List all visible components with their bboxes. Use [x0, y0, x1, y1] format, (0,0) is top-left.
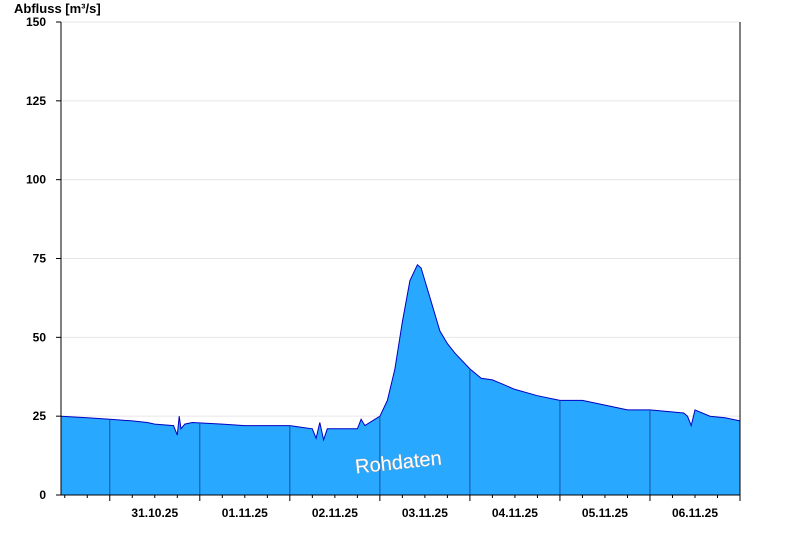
day-markers — [109, 368, 651, 495]
x-tick-label: 05.11.25 — [582, 506, 628, 520]
x-tick-label: 31.10.25 — [131, 506, 178, 520]
axes — [56, 21, 741, 501]
x-tick-label: 01.11.25 — [222, 506, 268, 520]
x-tick-label: 02.11.25 — [312, 506, 358, 520]
plot-area — [60, 263, 741, 495]
x-tick-label: 04.11.25 — [492, 506, 538, 520]
y-tick-label: 75 — [33, 252, 47, 266]
y-tick-label: 100 — [26, 173, 46, 187]
y-tick-label: 125 — [26, 94, 46, 108]
x-tick-label: 03.11.25 — [402, 506, 448, 520]
area-fill — [61, 264, 740, 495]
y-tick-label: 0 — [39, 488, 46, 502]
y-tick-label: 25 — [33, 409, 47, 423]
y-tick-label: 150 — [26, 15, 46, 29]
y-tick-label: 50 — [33, 330, 47, 344]
tick-labels: 0 25 50 75 100 125 150 31.10.25 01.11.25 02.11.25… — [26, 15, 718, 520]
series-line — [60, 263, 741, 442]
x-tick-label: 06.11.25 — [672, 506, 718, 520]
y-axis-title: Abfluss [m³/s] — [14, 1, 101, 16]
